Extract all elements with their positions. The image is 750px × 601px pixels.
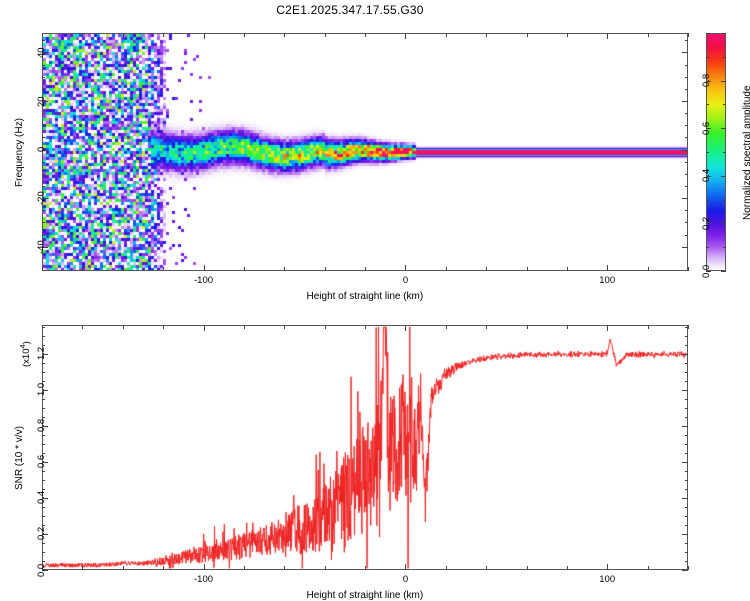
spectrogram-ytick-4: -40 [36, 239, 47, 254]
snr-xtick-0: -100 [194, 574, 214, 585]
colorbar-tick-0: 0.0 [701, 264, 712, 278]
spectrogram-ytick-2: 0 [36, 146, 47, 153]
spectrogram-xtick-1: 0 [402, 275, 409, 286]
colorbar-tick-2: 0.4 [701, 169, 712, 183]
figure-title: C2E1.2025.347.17.55.G30 [276, 3, 424, 17]
spectrogram-xtick-0: -100 [194, 275, 214, 286]
snr-xtick-2: 100 [599, 574, 616, 585]
spectrogram-ytick-3: -20 [36, 191, 47, 206]
spectrogram-ytick-1: 20 [36, 95, 47, 107]
snr-ytick-4: 0.8 [36, 419, 47, 433]
colorbar-tick-1: 0.2 [701, 216, 712, 230]
colorbar-gradient [707, 34, 725, 270]
spectrogram-y-axis-label: Frequency (Hz) [14, 117, 25, 187]
spectrogram-x-axis-label: Height of straight line (km) [306, 291, 424, 302]
spectrogram-canvas [43, 34, 687, 270]
colorbar-tick-4: 0.8 [701, 73, 712, 88]
snr-xtick-1: 0 [402, 574, 409, 585]
colorbar-label: Normalized spectral amplitude [742, 84, 750, 220]
spectrogram-ytick-0: 40 [36, 47, 47, 58]
spectrogram-plot-area [42, 33, 688, 271]
snr-ytick-1: 0.2 [36, 527, 47, 541]
spectrogram-xtick-2: 100 [599, 275, 616, 286]
snr-ytick-0: 0.0 [36, 563, 47, 577]
snr-ytick-2: 0.4 [36, 491, 47, 505]
snr-canvas [43, 326, 687, 569]
colorbar-tick-3: 0.6 [701, 121, 712, 135]
snr-ytick-6: 1.2 [36, 347, 47, 361]
snr-x-axis-label: Height of straight line (km) [306, 590, 424, 601]
snr-plot-area [42, 325, 688, 570]
snr-axis-multiplier: (x104) [18, 341, 33, 367]
snr-ytick-3: 0.6 [36, 455, 47, 469]
snr-y-axis-label: SNR (10 * v/v) [14, 425, 25, 490]
snr-ytick-5: 1.0 [36, 383, 47, 397]
